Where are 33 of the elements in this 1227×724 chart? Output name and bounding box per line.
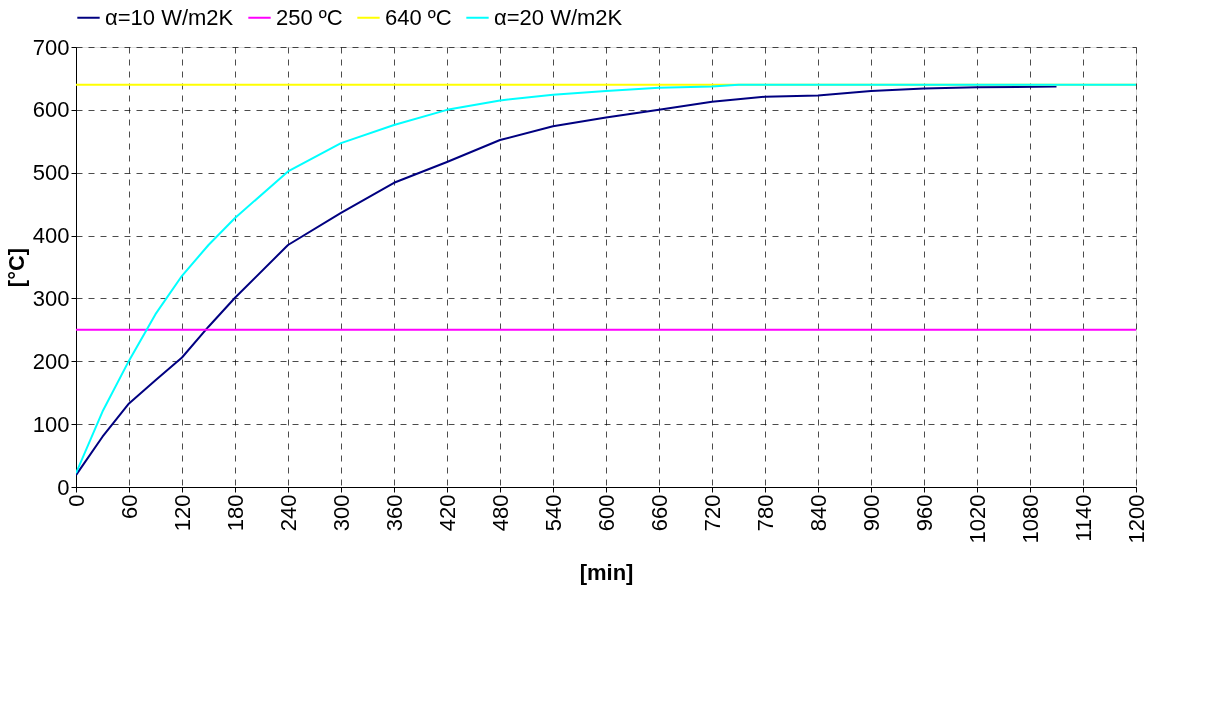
- x-tick-label: 480: [487, 494, 513, 532]
- legend-label: 250 ºC: [276, 4, 343, 30]
- x-tick-label: 420: [434, 494, 460, 532]
- y-tick-label: 200: [32, 348, 70, 374]
- x-tick-label: 540: [540, 494, 566, 532]
- y-tick-label: 700: [32, 34, 70, 60]
- x-tick-label: 300: [328, 494, 354, 532]
- x-tick-label: 660: [646, 494, 672, 532]
- y-tick-label: 300: [32, 285, 70, 311]
- legend-label: α=20 W/m2K: [494, 4, 623, 30]
- x-tick-label: 1140: [1070, 494, 1096, 542]
- y-tick-label: 500: [32, 160, 70, 186]
- y-tick-label: 600: [32, 97, 70, 123]
- x-tick-label: 960: [911, 494, 937, 532]
- x-tick-label: 60: [116, 494, 142, 519]
- x-tick-label: 900: [858, 494, 884, 532]
- y-tick-label: 400: [32, 223, 70, 249]
- x-tick-label: 180: [222, 494, 248, 532]
- x-tick-label: 1020: [964, 494, 990, 544]
- legend-label: α=10 W/m2K: [105, 4, 234, 30]
- x-axis-title: [min]: [579, 560, 634, 586]
- x-tick-label: 240: [275, 494, 301, 532]
- y-axis-title: [°C]: [3, 247, 29, 288]
- x-tick-label: 120: [169, 494, 195, 532]
- legend-label: 640 ºC: [385, 4, 452, 30]
- x-tick-label: 600: [593, 494, 619, 532]
- x-tick-label: 1200: [1123, 494, 1149, 544]
- x-tick-label: 1080: [1017, 494, 1043, 544]
- x-tick-label: 840: [805, 494, 831, 532]
- x-tick-label: 780: [752, 494, 778, 532]
- y-tick-label: 100: [32, 411, 70, 437]
- x-tick-label: 720: [699, 494, 725, 532]
- x-tick-label: 360: [381, 494, 407, 532]
